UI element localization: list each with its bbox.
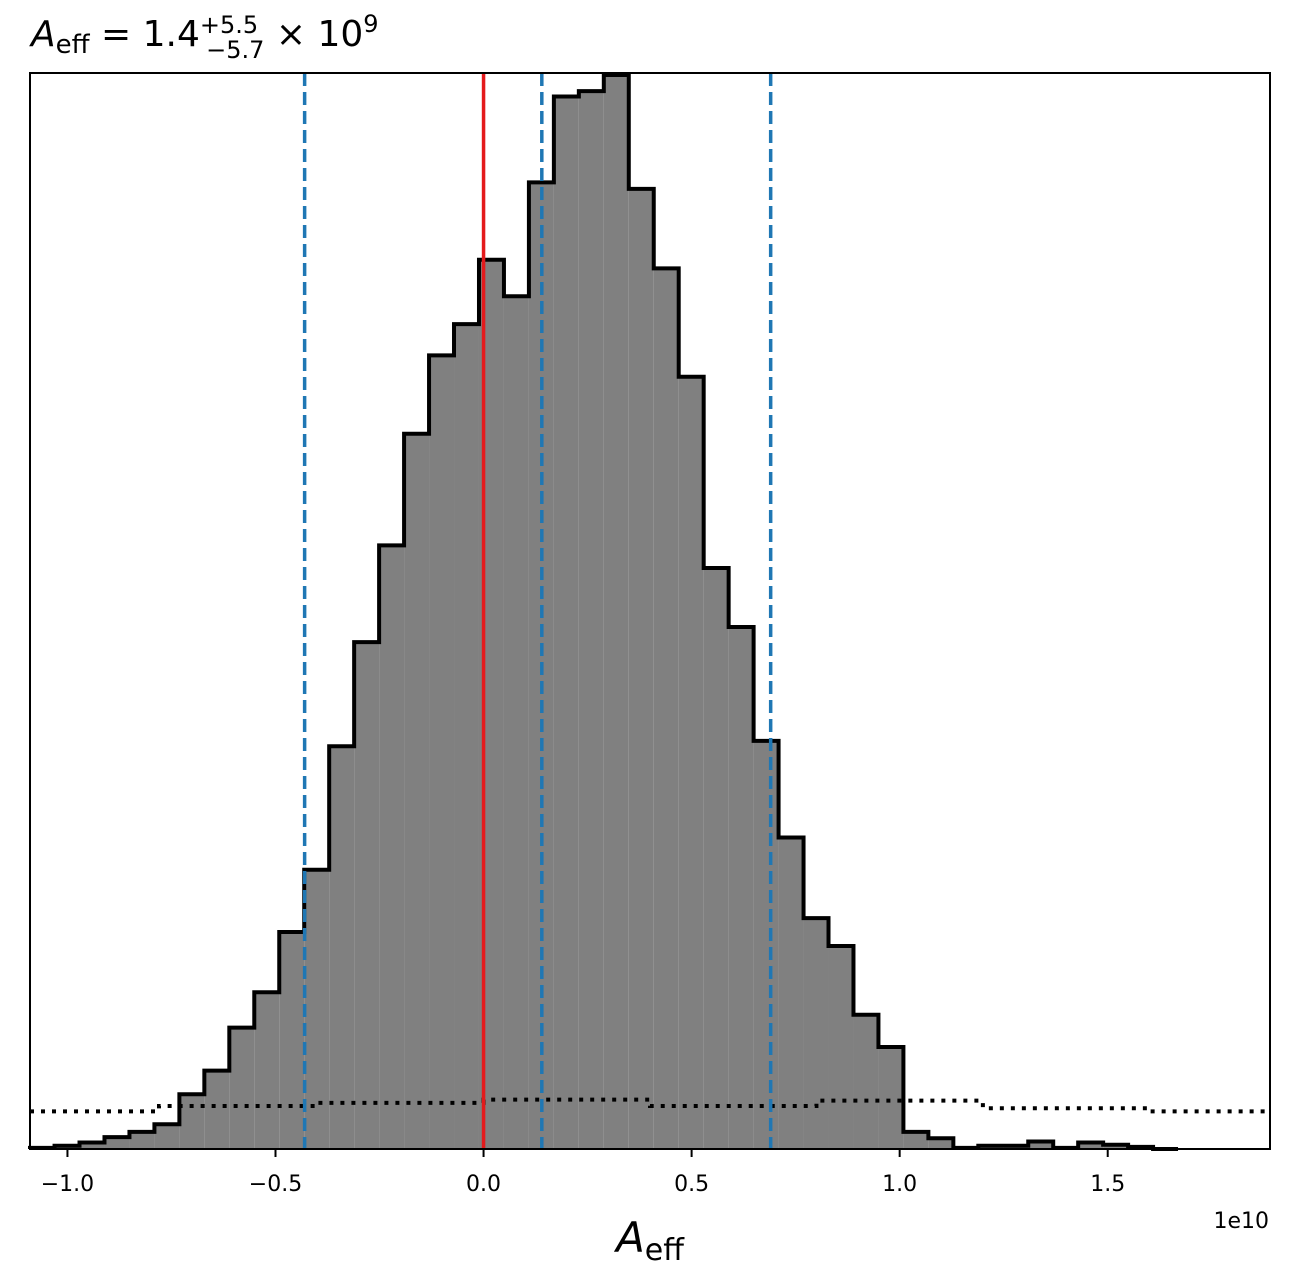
plot-area [28, 73, 1270, 1151]
histogram-bar [753, 740, 779, 1149]
x-tick-label: −0.5 [249, 1172, 302, 1197]
histogram-bar [129, 1131, 155, 1149]
histogram-bar [778, 837, 804, 1149]
histogram-bar [229, 1027, 255, 1149]
x-tick-label: 1.5 [1090, 1172, 1125, 1197]
histogram-bar [803, 918, 829, 1149]
xlabel-symbol: A [613, 1213, 645, 1262]
x-tick-label: −1.0 [41, 1172, 94, 1197]
histogram-bar [254, 992, 280, 1149]
title-equals-value: = 1.4 [90, 14, 200, 55]
histogram-bar [578, 91, 604, 1150]
histogram-bar [703, 567, 729, 1149]
prior-distribution-line [30, 1097, 1270, 1114]
histogram-bar [204, 1070, 230, 1149]
x-axis-ticks: −1.0 −0.5 0.0 0.5 1.0 1.5 [41, 1149, 1125, 1197]
histogram-bar [903, 1131, 929, 1149]
x-axis-offset-label: 1e10 [1213, 1209, 1269, 1234]
histogram-bar [1028, 1141, 1054, 1149]
histogram-bar [379, 545, 405, 1149]
histogram-outline [28, 73, 1179, 1151]
histogram-bar [304, 869, 330, 1149]
histogram-bar [1103, 1144, 1129, 1149]
histogram-bar [853, 1014, 879, 1149]
histogram-bar [603, 75, 629, 1149]
title-times: × 10 [264, 14, 363, 55]
histogram-bar [104, 1137, 130, 1149]
x-tick-label: 0.5 [674, 1172, 709, 1197]
histogram-bar [1078, 1142, 1104, 1149]
title-exponent: 9 [363, 10, 378, 38]
title-subscript: eff [56, 30, 91, 60]
histogram-bar [728, 627, 754, 1149]
histogram-bar [878, 1046, 904, 1149]
histogram-bar [429, 355, 455, 1150]
xlabel-subscript: eff [645, 1233, 685, 1268]
histogram-bar [678, 376, 704, 1149]
histogram-bar [503, 296, 529, 1149]
title-symbol: A [29, 14, 56, 55]
histogram-bar [279, 932, 305, 1149]
histogram-bar [454, 324, 479, 1150]
histogram-bar [354, 642, 380, 1149]
histogram-bar [928, 1138, 954, 1149]
x-tick-label: 1.0 [882, 1172, 917, 1197]
histogram-bar [628, 188, 654, 1149]
histogram-bar [828, 946, 854, 1149]
histogram-bar [404, 433, 430, 1149]
title-upper-error: +5.5 [200, 11, 258, 39]
x-axis-label: Aeff [613, 1213, 685, 1268]
histogram-bar [329, 746, 355, 1149]
histogram-bar [553, 96, 579, 1150]
axes-frame [29, 72, 1271, 1150]
histogram-bar [79, 1142, 105, 1149]
histogram-bar [653, 268, 679, 1149]
x-tick-label: 0.0 [466, 1172, 501, 1197]
histogram-bar [154, 1124, 180, 1149]
chart-title: Aeff = 1.4+5.5 −5.7 × 109 [29, 10, 379, 64]
histogram-bar [179, 1094, 205, 1149]
title-lower-error: −5.7 [206, 36, 264, 64]
